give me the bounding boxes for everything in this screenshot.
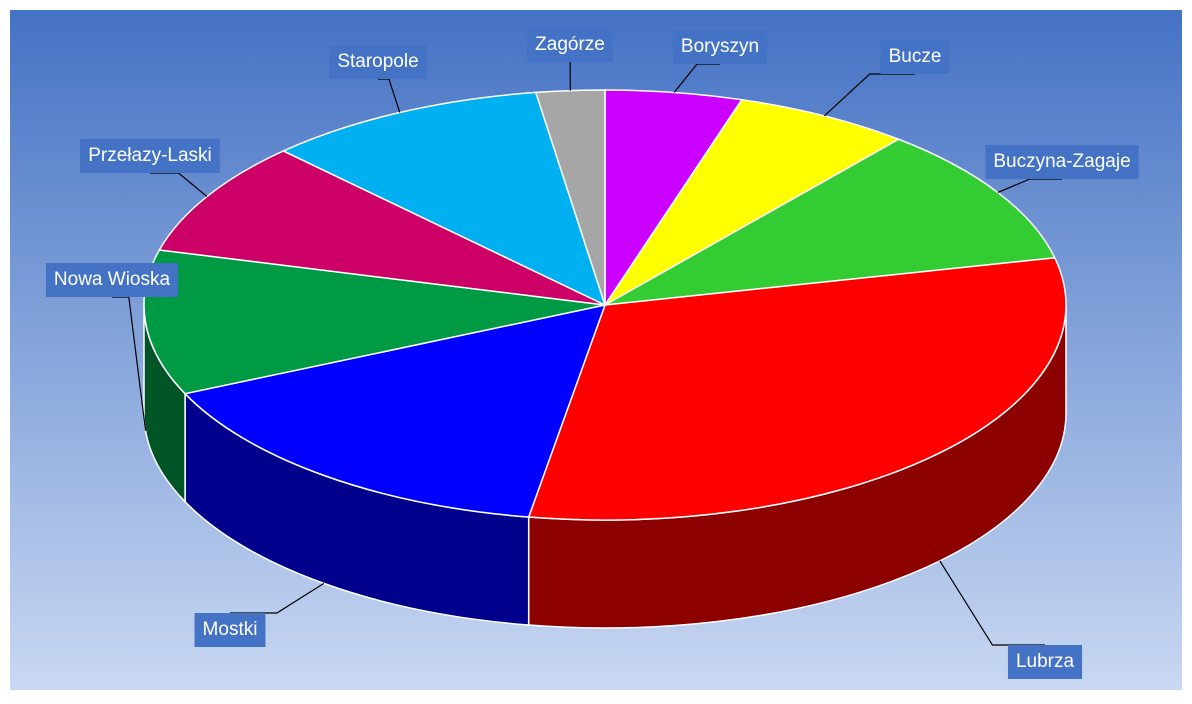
label-box: [45, 263, 179, 297]
label-text: Staropole: [337, 51, 418, 72]
label-box: [672, 30, 768, 64]
label-text: Lubrza: [1016, 651, 1075, 672]
data-label: Przełazy-Laski: [80, 139, 220, 173]
label-box: [880, 40, 950, 74]
label-text: Mostki: [203, 619, 258, 640]
slice: [604, 138, 1056, 306]
label-box: [527, 28, 613, 62]
label-text: Przełazy-Laski: [88, 145, 212, 166]
slice: [604, 98, 901, 306]
data-label: Mostki: [194, 613, 266, 647]
label-text: Nowa Wioska: [54, 269, 171, 290]
slice: [527, 257, 1067, 521]
label-text: Bucze: [889, 46, 942, 67]
data-label: Zagórze: [527, 28, 613, 62]
slice: [183, 303, 607, 518]
data-label: Staropole: [329, 45, 427, 79]
label-text: Zagórze: [535, 34, 605, 55]
label-text: Boryszyn: [681, 36, 759, 57]
label-box: [80, 139, 220, 173]
data-label: Bucze: [880, 40, 950, 74]
label-box: [1007, 645, 1083, 679]
data-label: Boryszyn: [672, 30, 768, 64]
data-label: Buczyna-Zagaje: [985, 145, 1139, 179]
label-box: [985, 145, 1139, 179]
slice: [281, 91, 607, 307]
label-box: [194, 613, 266, 647]
data-label: Lubrza: [1007, 645, 1083, 679]
slice: [534, 89, 606, 306]
label-box: [329, 45, 427, 79]
slice: [158, 150, 606, 306]
label-text: Buczyna-Zagaje: [993, 151, 1130, 172]
data-label: Nowa Wioska: [45, 263, 179, 297]
